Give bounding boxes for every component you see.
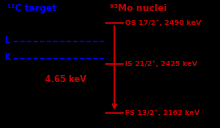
Text: IS 21/2⁺, 2425 keV: IS 21/2⁺, 2425 keV (125, 61, 198, 67)
Text: ¹²C target: ¹²C target (7, 4, 56, 13)
Text: OS 17/2⁺, 2490 keV: OS 17/2⁺, 2490 keV (125, 20, 202, 26)
Text: 4.65 keV: 4.65 keV (45, 75, 87, 84)
Text: FS 13/2⁺, 2162 keV: FS 13/2⁺, 2162 keV (125, 109, 200, 116)
Text: L: L (4, 36, 9, 45)
Text: ⁹³Mo nuclei: ⁹³Mo nuclei (110, 4, 167, 13)
Text: K: K (4, 53, 10, 62)
